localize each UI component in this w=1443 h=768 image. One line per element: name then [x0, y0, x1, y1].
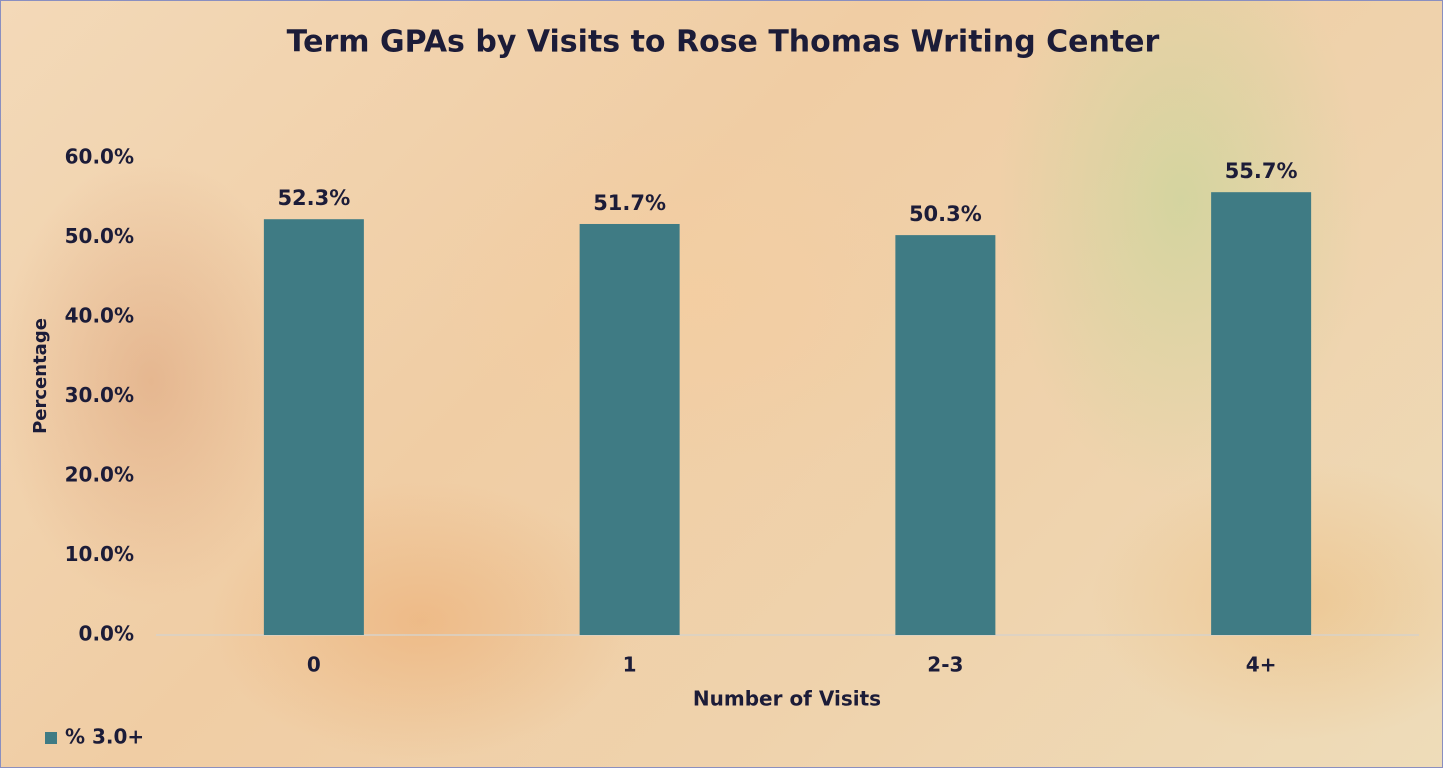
bar [579, 223, 680, 636]
y-axis-title: Percentage [30, 318, 51, 434]
bar [895, 235, 996, 636]
y-tick-label: 40.0% [65, 304, 134, 328]
y-tick-label: 10.0% [65, 542, 134, 566]
y-tick-label: 50.0% [65, 224, 134, 248]
x-tick-label: 2-3 [927, 653, 963, 677]
x-axis-title: Number of Visits [693, 687, 881, 711]
value-label: 55.7% [1225, 159, 1298, 183]
bar [1211, 192, 1312, 635]
y-tick-label: 20.0% [65, 463, 134, 487]
value-label: 52.3% [277, 186, 350, 210]
x-tick-label: 4+ [1246, 653, 1277, 677]
legend-swatch [45, 732, 57, 744]
value-label: 50.3% [909, 202, 982, 226]
y-tick-label: 0.0% [79, 622, 134, 646]
legend-label: % 3.0+ [65, 725, 144, 749]
chart-title: Term GPAs by Visits to Rose Thomas Writi… [287, 25, 1160, 60]
bar [263, 219, 364, 635]
y-tick-label: 30.0% [65, 383, 134, 407]
y-tick-label: 60.0% [65, 145, 134, 169]
x-tick-label: 1 [623, 653, 637, 677]
x-tick-label: 0 [307, 653, 321, 677]
value-label: 51.7% [593, 191, 666, 215]
